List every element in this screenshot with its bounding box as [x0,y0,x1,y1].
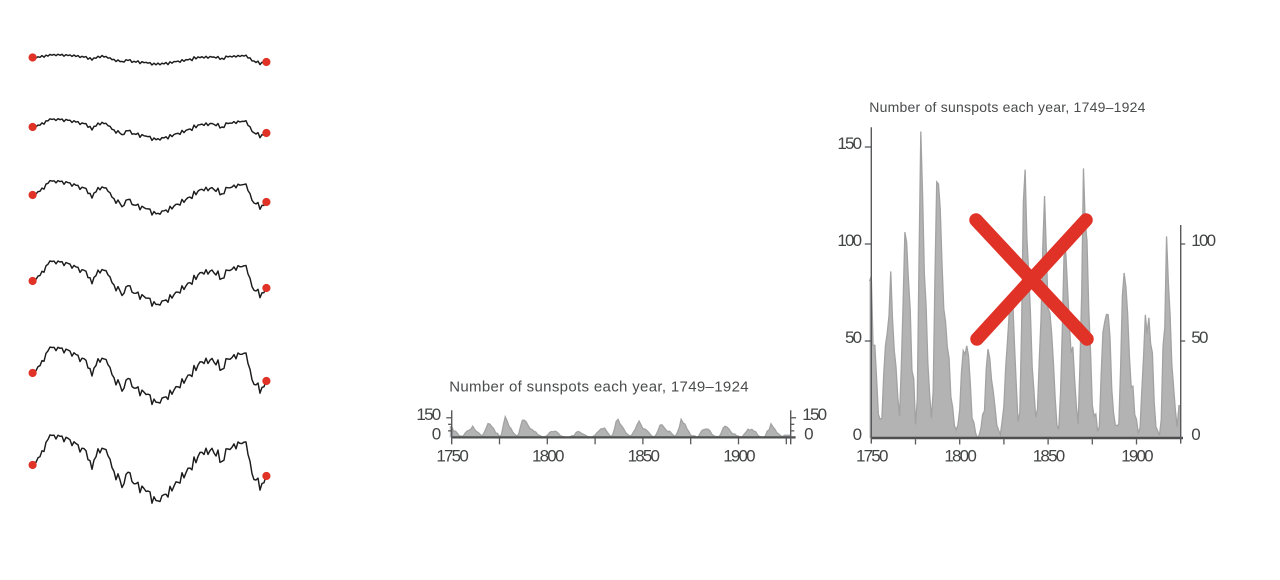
svg-text:1850: 1850 [1033,447,1065,466]
svg-text:1900: 1900 [723,447,755,466]
svg-text:100: 100 [837,231,861,250]
svg-text:0: 0 [432,424,441,443]
svg-text:1750: 1750 [436,447,468,466]
svg-text:150: 150 [802,405,826,424]
svg-text:50: 50 [845,328,862,347]
svg-text:1800: 1800 [944,447,976,466]
svg-text:1800: 1800 [532,447,564,466]
svg-text:1750: 1750 [856,447,888,466]
svg-text:1850: 1850 [628,447,660,466]
svg-text:0: 0 [804,424,813,443]
svg-text:Number of sunspots each year,: Number of sunspots each year, 1749–1924 [449,379,749,396]
svg-text:50: 50 [1191,328,1208,347]
svg-text:0: 0 [1191,425,1200,444]
svg-text:150: 150 [416,405,440,424]
svg-text:1900: 1900 [1121,447,1153,466]
svg-text:150: 150 [837,134,861,153]
svg-text:0: 0 [853,425,862,444]
svg-text:100: 100 [1191,231,1215,250]
svg-text:Number of sunspots each year,: Number of sunspots each year, 1749–1924 [869,99,1145,115]
